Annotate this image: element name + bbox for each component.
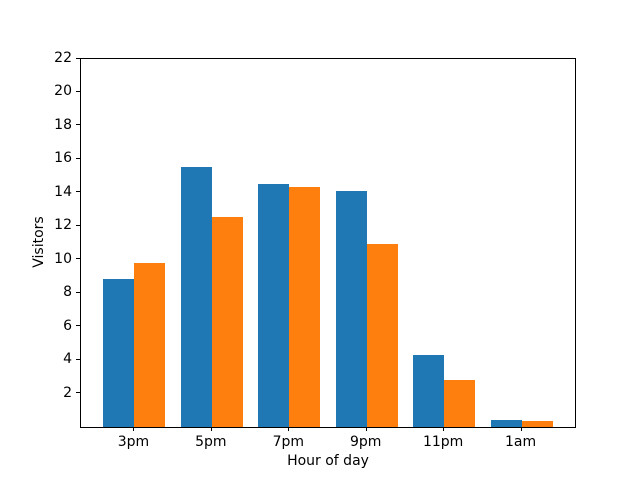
x-tick-mark bbox=[520, 426, 522, 431]
y-tick-label-12: 12 bbox=[54, 217, 72, 234]
x-tick-mark bbox=[365, 426, 367, 431]
bar-series-1-blue-5pm bbox=[180, 167, 212, 427]
bar-series-1-blue-7pm bbox=[258, 183, 290, 427]
x-tick-label-5pm: 5pm bbox=[195, 433, 227, 450]
x-tick-mark bbox=[133, 426, 135, 431]
x-axis-title: Hour of day bbox=[287, 453, 369, 469]
y-tick-label-8: 8 bbox=[63, 284, 72, 301]
y-tick-mark bbox=[76, 157, 80, 159]
y-tick-mark bbox=[76, 57, 80, 59]
y-tick-label-4: 4 bbox=[63, 351, 72, 368]
y-tick-mark bbox=[76, 124, 80, 126]
x-tick-mark bbox=[443, 426, 445, 431]
y-tick-mark bbox=[76, 291, 80, 293]
y-tick-label-20: 20 bbox=[54, 83, 72, 100]
y-tick-label-18: 18 bbox=[54, 116, 72, 133]
bar-series-1-blue-1am bbox=[490, 419, 522, 427]
x-tick-label-3pm: 3pm bbox=[117, 433, 150, 450]
y-tick-mark bbox=[76, 392, 80, 394]
x-tick-label-11pm: 11pm bbox=[422, 433, 464, 450]
x-tick-label-1am: 1am bbox=[505, 433, 537, 450]
bar-series-1-blue-9pm bbox=[335, 190, 367, 427]
y-tick-label-14: 14 bbox=[54, 183, 72, 200]
bar-series-2-orange-5pm bbox=[211, 217, 243, 427]
y-tick-label-16: 16 bbox=[54, 150, 72, 167]
bar-series-1-blue-3pm bbox=[103, 279, 135, 427]
x-tick-label-9pm: 9pm bbox=[349, 433, 382, 450]
bar-series-2-orange-7pm bbox=[289, 187, 321, 427]
y-tick-label-2: 2 bbox=[63, 384, 72, 401]
x-tick-mark bbox=[210, 426, 212, 431]
bar-series-2-orange-3pm bbox=[134, 262, 166, 427]
y-tick-mark bbox=[76, 90, 80, 92]
y-tick-mark bbox=[76, 325, 80, 327]
x-tick-mark bbox=[288, 426, 290, 431]
bar-series-2-orange-1am bbox=[521, 421, 553, 427]
bar-series-1-blue-11pm bbox=[413, 354, 445, 427]
y-tick-label-22: 22 bbox=[54, 50, 72, 66]
y-tick-mark bbox=[76, 224, 80, 226]
bar-series-2-orange-9pm bbox=[366, 244, 398, 427]
plot-area bbox=[80, 57, 576, 428]
y-tick-mark bbox=[76, 258, 80, 260]
y-tick-label-10: 10 bbox=[54, 250, 72, 267]
y-tick-mark bbox=[76, 358, 80, 360]
y-tick-label-6: 6 bbox=[63, 317, 72, 334]
y-tick-mark bbox=[76, 191, 80, 193]
bar-series-2-orange-11pm bbox=[444, 379, 476, 427]
x-tick-label-7pm: 7pm bbox=[272, 433, 304, 450]
